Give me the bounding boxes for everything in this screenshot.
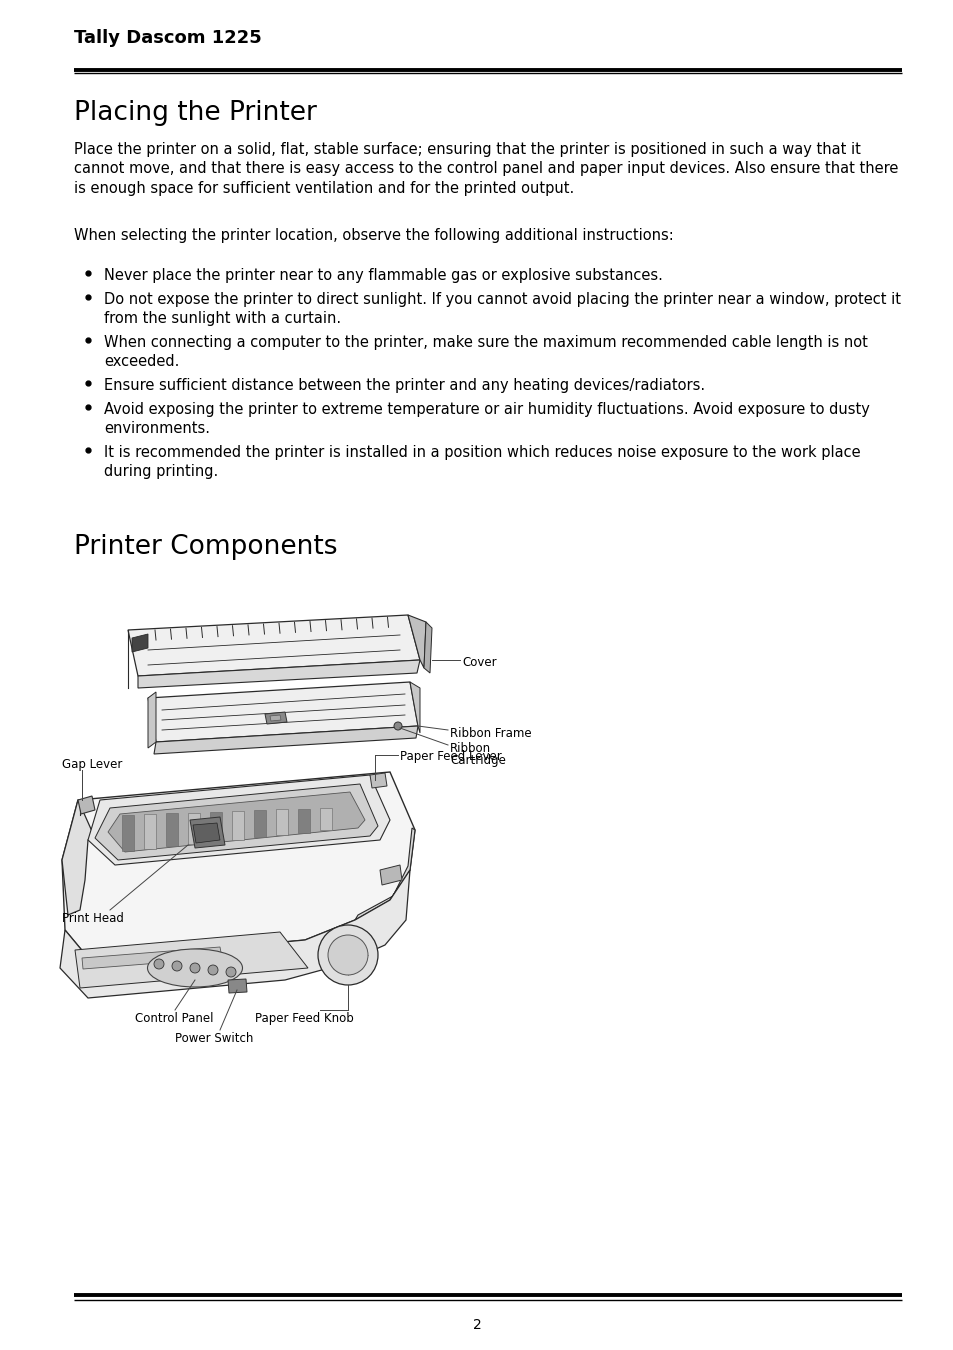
Circle shape (394, 722, 401, 730)
Polygon shape (153, 726, 417, 755)
Polygon shape (297, 809, 310, 833)
Text: When connecting a computer to the printer, make sure the maximum recommended cab: When connecting a computer to the printe… (104, 335, 867, 350)
Text: Power Switch: Power Switch (174, 1031, 253, 1045)
Polygon shape (228, 979, 247, 994)
Text: Cover: Cover (461, 656, 497, 670)
Polygon shape (75, 931, 308, 988)
Text: environments.: environments. (104, 421, 211, 436)
Text: cannot move, and that there is easy access to the control panel and paper input : cannot move, and that there is easy acce… (74, 162, 898, 177)
Text: Printer Components: Printer Components (74, 535, 337, 560)
Polygon shape (144, 814, 156, 849)
Polygon shape (95, 784, 377, 860)
Text: Control Panel: Control Panel (135, 1012, 213, 1025)
Polygon shape (275, 810, 288, 834)
Polygon shape (62, 772, 415, 960)
Polygon shape (166, 814, 178, 846)
Polygon shape (193, 824, 220, 842)
Text: Place the printer on a solid, flat, stable surface; ensuring that the printer is: Place the printer on a solid, flat, stab… (74, 142, 861, 157)
Text: Cartridge: Cartridge (450, 755, 505, 767)
Polygon shape (190, 817, 225, 848)
Text: Ensure sufficient distance between the printer and any heating devices/radiators: Ensure sufficient distance between the p… (104, 378, 705, 393)
Polygon shape (319, 807, 332, 830)
Text: Paper Feed Lever: Paper Feed Lever (399, 751, 501, 763)
Polygon shape (78, 796, 95, 814)
Polygon shape (253, 810, 266, 837)
Polygon shape (408, 616, 426, 668)
Text: When selecting the printer location, observe the following additional instructio: When selecting the printer location, obs… (74, 228, 674, 243)
Circle shape (226, 967, 235, 977)
Polygon shape (132, 634, 148, 652)
Polygon shape (210, 811, 222, 842)
Text: Do not expose the printer to direct sunlight. If you cannot avoid placing the pr: Do not expose the printer to direct sunl… (104, 292, 901, 306)
Text: Print Head: Print Head (62, 913, 124, 925)
Polygon shape (188, 813, 200, 844)
Polygon shape (232, 811, 244, 840)
Text: Ribbon: Ribbon (450, 743, 491, 755)
Polygon shape (138, 660, 419, 688)
Text: Ribbon Frame: Ribbon Frame (450, 728, 531, 740)
Text: Gap Lever: Gap Lever (62, 757, 122, 771)
Polygon shape (108, 792, 365, 852)
Text: Placing the Printer: Placing the Printer (74, 100, 317, 126)
Polygon shape (270, 716, 281, 721)
Polygon shape (122, 815, 133, 850)
Text: It is recommended the printer is installed in a position which reduces noise exp: It is recommended the printer is install… (104, 446, 861, 460)
Text: is enough space for sufficient ventilation and for the printed output.: is enough space for sufficient ventilati… (74, 181, 574, 196)
Polygon shape (355, 828, 415, 919)
Polygon shape (423, 622, 432, 674)
Polygon shape (128, 616, 419, 676)
Polygon shape (148, 693, 156, 748)
Polygon shape (148, 682, 417, 742)
Polygon shape (265, 711, 287, 724)
Polygon shape (62, 801, 95, 915)
Text: during printing.: during printing. (104, 464, 218, 479)
Text: 2: 2 (472, 1318, 481, 1332)
Circle shape (208, 965, 218, 975)
Text: Tally Dascom 1225: Tally Dascom 1225 (74, 28, 262, 47)
Circle shape (328, 936, 368, 975)
Circle shape (153, 958, 164, 969)
Polygon shape (379, 865, 401, 886)
Text: Paper Feed Knob: Paper Feed Knob (254, 1012, 354, 1025)
Text: from the sunlight with a curtain.: from the sunlight with a curtain. (104, 310, 341, 325)
Polygon shape (88, 775, 390, 865)
Circle shape (317, 925, 377, 986)
Polygon shape (410, 682, 419, 733)
Text: exceeded.: exceeded. (104, 354, 179, 369)
Polygon shape (370, 774, 387, 788)
Circle shape (172, 961, 182, 971)
Text: Avoid exposing the printer to extreme temperature or air humidity fluctuations. : Avoid exposing the printer to extreme te… (104, 402, 869, 417)
Text: Never place the printer near to any flammable gas or explosive substances.: Never place the printer near to any flam… (104, 269, 662, 284)
Ellipse shape (148, 949, 242, 987)
Polygon shape (82, 946, 222, 969)
Circle shape (190, 963, 200, 973)
Polygon shape (60, 869, 410, 998)
